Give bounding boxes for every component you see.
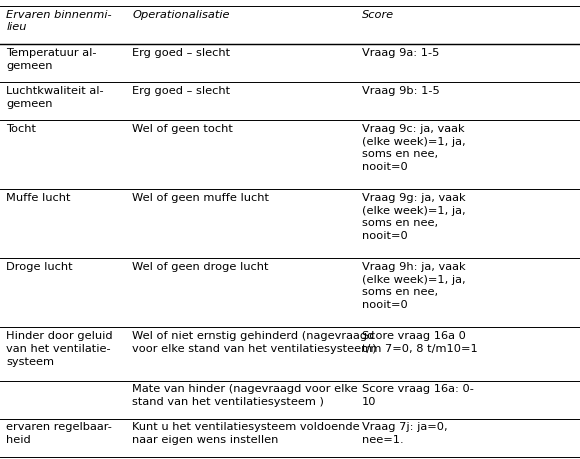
Text: Erg goed – slecht: Erg goed – slecht [132, 85, 230, 95]
Text: Tocht: Tocht [6, 123, 37, 134]
Text: Score vraag 16a 0
t/m 7=0, 8 t/m10=1: Score vraag 16a 0 t/m 7=0, 8 t/m10=1 [362, 330, 478, 353]
Text: Vraag 9g: ja, vaak
(elke week)=1, ja,
soms en nee,
nooit=0: Vraag 9g: ja, vaak (elke week)=1, ja, so… [362, 192, 466, 241]
Text: Kunt u het ventilatiesysteem voldoende
naar eigen wens instellen: Kunt u het ventilatiesysteem voldoende n… [132, 421, 360, 444]
Text: Muffe lucht: Muffe lucht [6, 192, 71, 202]
Text: Score vraag 16a: 0-
10: Score vraag 16a: 0- 10 [362, 384, 474, 406]
Text: Droge lucht: Droge lucht [6, 261, 73, 271]
Text: Ervaren binnenmi-
lieu: Ervaren binnenmi- lieu [6, 10, 112, 33]
Text: Erg goed – slecht: Erg goed – slecht [132, 48, 230, 57]
Text: Wel of geen muffe lucht: Wel of geen muffe lucht [132, 192, 269, 202]
Text: Operationalisatie: Operationalisatie [132, 10, 230, 20]
Text: Vraag 9a: 1-5: Vraag 9a: 1-5 [362, 48, 439, 57]
Text: Wel of niet ernstig gehinderd (nagevraagd
voor elke stand van het ventilatiesyst: Wel of niet ernstig gehinderd (nagevraag… [132, 330, 377, 353]
Text: Hinder door geluid
van het ventilatie-
systeem: Hinder door geluid van het ventilatie- s… [6, 330, 113, 366]
Text: Wel of geen tocht: Wel of geen tocht [132, 123, 233, 134]
Text: Score: Score [362, 10, 394, 20]
Text: Wel of geen droge lucht: Wel of geen droge lucht [132, 261, 269, 271]
Text: Mate van hinder (nagevraagd voor elke
stand van het ventilatiesysteem ): Mate van hinder (nagevraagd voor elke st… [132, 384, 358, 406]
Text: Temperatuur al-
gemeen: Temperatuur al- gemeen [6, 48, 97, 70]
Text: Vraag 9c: ja, vaak
(elke week)=1, ja,
soms en nee,
nooit=0: Vraag 9c: ja, vaak (elke week)=1, ja, so… [362, 123, 466, 172]
Text: Vraag 9h: ja, vaak
(elke week)=1, ja,
soms en nee,
nooit=0: Vraag 9h: ja, vaak (elke week)=1, ja, so… [362, 261, 466, 309]
Text: Vraag 9b: 1-5: Vraag 9b: 1-5 [362, 85, 440, 95]
Text: ervaren regelbaar-
heid: ervaren regelbaar- heid [6, 421, 113, 444]
Text: Vraag 7j: ja=0,
nee=1.: Vraag 7j: ja=0, nee=1. [362, 421, 448, 444]
Text: Luchtkwaliteit al-
gemeen: Luchtkwaliteit al- gemeen [6, 85, 104, 108]
